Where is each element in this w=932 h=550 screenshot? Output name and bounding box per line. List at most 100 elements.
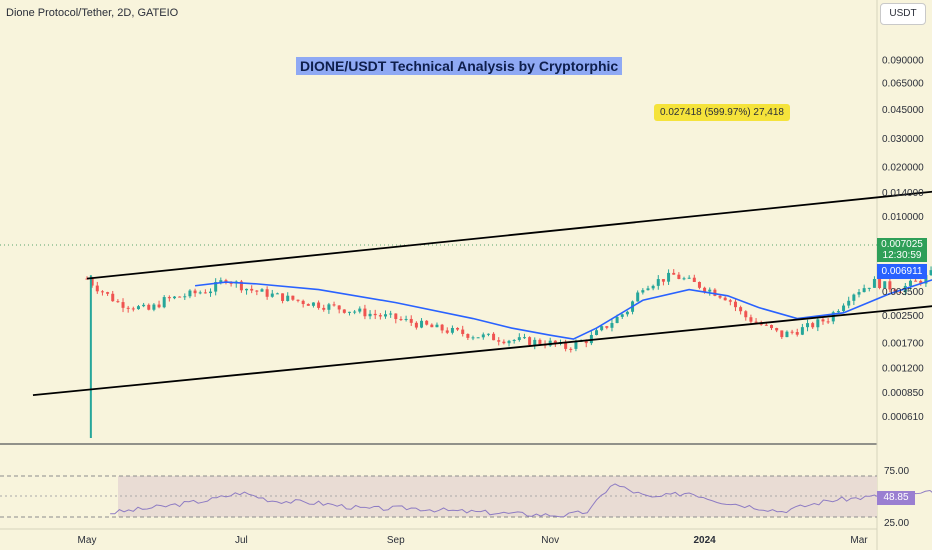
candle-body xyxy=(620,314,624,317)
candle-body xyxy=(615,316,619,324)
candle-body xyxy=(826,321,830,323)
candle-body xyxy=(399,319,403,321)
candle-body xyxy=(373,313,377,316)
candle-body xyxy=(718,295,722,298)
candle-body xyxy=(502,341,506,344)
y-tick-label: 0.001700 xyxy=(882,339,924,350)
candle-body xyxy=(384,314,388,317)
candle-body xyxy=(770,325,774,329)
candle-body xyxy=(466,334,470,338)
candle-body xyxy=(172,296,176,299)
candle-body xyxy=(754,321,758,323)
candle-body xyxy=(713,289,717,296)
candle-body xyxy=(481,334,485,338)
candle-body xyxy=(203,292,207,294)
candle-body xyxy=(862,288,866,293)
candle-body xyxy=(188,290,192,297)
candle-body xyxy=(806,323,810,328)
candle-body xyxy=(239,281,243,291)
candle-body xyxy=(121,302,125,308)
channel-lower-line xyxy=(32,305,932,397)
x-tick-label: Mar xyxy=(850,535,868,546)
candle-body xyxy=(353,311,357,313)
candle-body xyxy=(569,348,573,350)
candle-body xyxy=(656,279,660,286)
candle-body xyxy=(389,313,393,315)
candle-body xyxy=(842,305,846,312)
bar-countdown: 12:30:59 xyxy=(882,250,922,261)
candle-body xyxy=(281,293,285,301)
candle-body xyxy=(265,289,269,297)
candle-body xyxy=(641,290,645,293)
candle-body xyxy=(342,309,346,313)
candle-body xyxy=(528,337,532,345)
candle-body xyxy=(867,287,871,289)
candle-body xyxy=(142,304,146,307)
candle-body xyxy=(461,329,465,335)
candle-body xyxy=(507,340,511,344)
candle-body xyxy=(347,311,351,313)
candle-body xyxy=(795,332,799,335)
y-tick-label: 0.020000 xyxy=(882,163,924,174)
candle-body xyxy=(116,301,120,303)
y-tick-label: 0.010000 xyxy=(882,212,924,223)
candle-body xyxy=(106,292,110,294)
candle-body xyxy=(363,308,367,317)
candle-body xyxy=(919,280,923,284)
currency-button[interactable]: USDT xyxy=(880,3,926,25)
candle-body xyxy=(883,281,887,289)
rsi-value-tag: 48.85 xyxy=(877,491,915,505)
candle-body xyxy=(229,282,233,284)
candle-body xyxy=(409,318,413,323)
candle-body xyxy=(800,327,804,335)
candle-body xyxy=(600,326,604,331)
candle-body xyxy=(785,331,789,338)
candle-body xyxy=(898,292,902,294)
candle-body xyxy=(435,324,439,328)
candle-body xyxy=(219,280,223,283)
candle-body xyxy=(471,337,475,339)
last-price-tag: 0.007025 12:30:59 xyxy=(877,238,927,262)
rsi-level-label: 25.00 xyxy=(884,518,909,529)
x-tick-label: May xyxy=(78,535,97,546)
candle-body xyxy=(764,324,768,326)
candle-body xyxy=(111,293,115,302)
candle-body xyxy=(512,340,516,342)
candle-body xyxy=(260,289,264,292)
ma-value-tag: 0.006911 xyxy=(877,264,927,279)
candle-body xyxy=(157,304,161,308)
candle-body xyxy=(697,281,701,288)
candle-body xyxy=(553,340,557,344)
y-tick-label: 0.030000 xyxy=(882,134,924,145)
candle-body xyxy=(327,304,331,310)
candle-body xyxy=(368,313,372,317)
candle-body xyxy=(625,311,629,315)
candle-body xyxy=(486,333,490,335)
candle-body xyxy=(667,272,671,282)
candle-body xyxy=(522,337,526,339)
symbol-title: Dione Protocol/Tether, 2D, GATEIO xyxy=(6,7,179,19)
candle-body xyxy=(306,304,310,306)
candle-body xyxy=(857,292,861,295)
candle-body xyxy=(924,274,928,284)
candle-body xyxy=(95,285,99,292)
candle-body xyxy=(739,307,743,312)
candle-body xyxy=(209,291,213,294)
candle-body xyxy=(275,293,279,295)
y-tick-label: 0.002500 xyxy=(882,311,924,322)
candle-body xyxy=(425,320,429,325)
x-tick-label: 2024 xyxy=(693,535,716,546)
candle-body xyxy=(878,278,882,289)
candle-body xyxy=(651,285,655,289)
candle-body xyxy=(476,337,480,339)
candle-body xyxy=(775,328,779,331)
y-tick-label: 0.000610 xyxy=(882,412,924,423)
last-price-value: 0.007025 xyxy=(881,239,923,250)
candle-body xyxy=(193,290,197,294)
candle-body xyxy=(708,289,712,292)
y-tick-label: 0.045000 xyxy=(882,105,924,116)
candle-body xyxy=(687,277,691,279)
candle-body xyxy=(147,304,151,310)
candle-body xyxy=(847,300,851,306)
